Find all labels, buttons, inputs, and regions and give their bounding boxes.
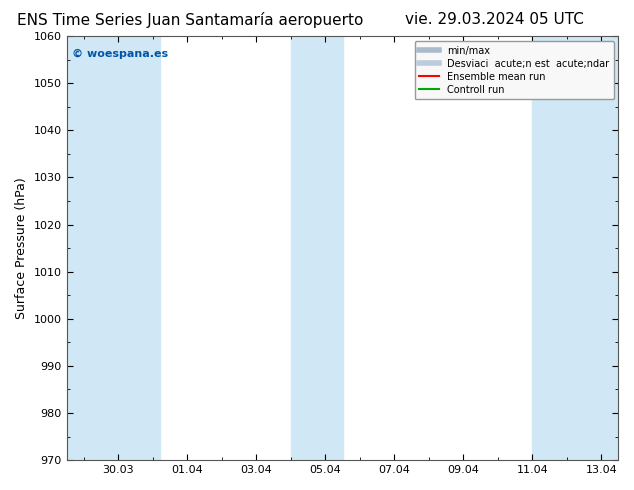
Text: ENS Time Series Juan Santamaría aeropuerto: ENS Time Series Juan Santamaría aeropuer… xyxy=(17,12,363,28)
Y-axis label: Surface Pressure (hPa): Surface Pressure (hPa) xyxy=(15,177,28,319)
Text: vie. 29.03.2024 05 UTC: vie. 29.03.2024 05 UTC xyxy=(405,12,584,27)
Text: © woespana.es: © woespana.es xyxy=(72,49,168,59)
Legend: min/max, Desviaci  acute;n est  acute;ndar, Ensemble mean run, Controll run: min/max, Desviaci acute;n est acute;ndar… xyxy=(415,41,614,99)
Bar xyxy=(532,36,619,460)
Bar xyxy=(291,36,342,460)
Bar xyxy=(67,36,160,460)
